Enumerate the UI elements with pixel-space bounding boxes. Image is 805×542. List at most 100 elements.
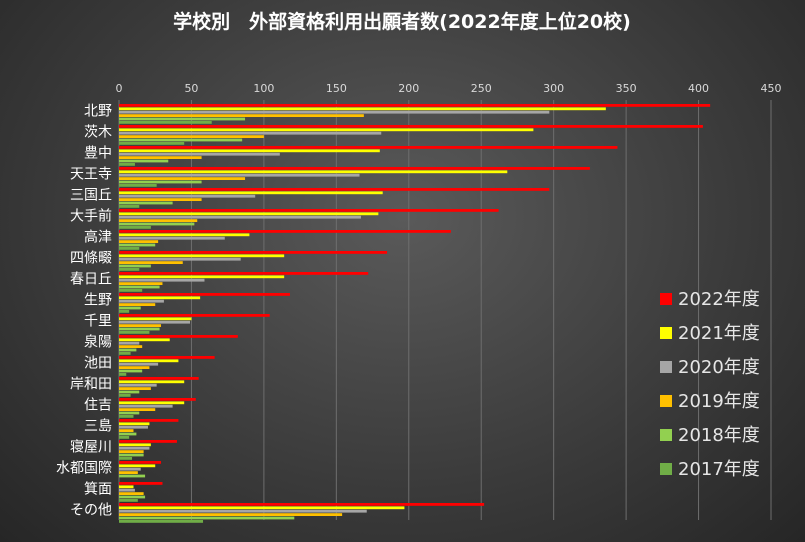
bar-北野-2021年度 — [119, 107, 606, 111]
bar-四條畷-2017年度 — [119, 268, 140, 271]
x-tick-label: 350 — [616, 82, 637, 95]
bar-高津-2022年度 — [119, 230, 451, 233]
bar-箕面-2020年度 — [119, 488, 135, 492]
bar-北野-2017年度 — [119, 121, 212, 124]
bar-四條畷-2022年度 — [119, 251, 388, 254]
bar-天王寺-2019年度 — [119, 177, 246, 180]
bar-春日丘-2017年度 — [119, 289, 143, 292]
bar-春日丘-2022年度 — [119, 272, 369, 275]
category-label: 千里 — [84, 314, 112, 330]
bar-四條畷-2018年度 — [119, 264, 151, 268]
category-label: 泉陽 — [84, 334, 112, 351]
bar-北野-2018年度 — [119, 117, 246, 121]
bar-寝屋川-2017年度 — [119, 457, 133, 460]
bar-高津-2021年度 — [119, 233, 250, 237]
bar-住吉-2017年度 — [119, 415, 134, 418]
bar-岸和田-2019年度 — [119, 387, 151, 390]
bar-池田-2021年度 — [119, 359, 179, 363]
legend-label: 2017年度 — [678, 459, 760, 480]
bar-豊中-2019年度 — [119, 156, 202, 159]
category-label: 春日丘 — [70, 272, 112, 288]
bar-寝屋川-2019年度 — [119, 450, 144, 453]
bar-池田-2018年度 — [119, 369, 143, 373]
category-label: 三国丘 — [70, 188, 112, 204]
bar-北野-2022年度 — [119, 104, 711, 107]
bar-その他-2022年度 — [119, 503, 485, 506]
bar-その他-2019年度 — [119, 513, 343, 516]
bar-大手前-2018年度 — [119, 222, 195, 226]
bar-豊中-2017年度 — [119, 163, 135, 166]
category-label: 北野 — [84, 104, 112, 120]
bar-住吉-2021年度 — [119, 401, 185, 405]
legend-label: 2018年度 — [678, 425, 760, 446]
bar-高津-2020年度 — [119, 236, 225, 240]
bar-豊中-2022年度 — [119, 146, 618, 149]
bar-春日丘-2021年度 — [119, 275, 285, 279]
x-tick-label: 450 — [761, 82, 782, 95]
bar-箕面-2019年度 — [119, 492, 144, 495]
x-tick-label: 50 — [184, 82, 198, 95]
bar-三国丘-2020年度 — [119, 194, 256, 198]
bar-天王寺-2021年度 — [119, 170, 508, 174]
category-label: 高津 — [84, 229, 112, 246]
bar-泉陽-2019年度 — [119, 345, 143, 348]
bar-天王寺-2022年度 — [119, 167, 590, 170]
bar-生野-2017年度 — [119, 310, 130, 313]
bar-岸和田-2017年度 — [119, 394, 131, 397]
bar-泉陽-2017年度 — [119, 352, 131, 355]
bar-大手前-2022年度 — [119, 209, 499, 212]
bar-箕面-2017年度 — [119, 499, 138, 502]
bar-三島-2018年度 — [119, 432, 137, 436]
bar-三国丘-2022年度 — [119, 188, 550, 191]
bar-茨木-2019年度 — [119, 135, 264, 138]
bar-水都国際-2018年度 — [119, 474, 146, 478]
category-label: 岸和田 — [70, 377, 112, 393]
gridlines — [118, 100, 772, 520]
chart-title: 学校別 外部資格利用出願者数(2022年度上位20校) — [173, 10, 631, 33]
bar-千里-2018年度 — [119, 327, 160, 331]
bar-箕面-2022年度 — [119, 482, 163, 485]
legend-swatch — [660, 463, 672, 475]
category-label: その他 — [70, 503, 112, 519]
bar-茨木-2021年度 — [119, 128, 534, 132]
bar-水都国際-2022年度 — [119, 461, 162, 464]
x-axis-ticks: 0 50 100 150 200 250 300 350 400 450 — [116, 82, 782, 95]
legend: 2022年度 2021年度 2020年度 2019年度 2018年度 2017年度 — [660, 289, 760, 480]
bar-箕面-2021年度 — [119, 485, 134, 489]
bar-三国丘-2018年度 — [119, 201, 173, 205]
x-tick-label: 0 — [116, 82, 123, 95]
x-tick-label: 150 — [326, 82, 347, 95]
bar-三島-2017年度 — [119, 436, 130, 439]
bar-茨木-2022年度 — [119, 125, 703, 128]
bar-池田-2019年度 — [119, 366, 150, 369]
bar-住吉-2020年度 — [119, 404, 173, 408]
bar-住吉-2018年度 — [119, 411, 140, 415]
legend-swatch — [660, 395, 672, 407]
bar-水都国際-2020年度 — [119, 467, 141, 471]
legend-label: 2022年度 — [678, 289, 760, 310]
legend-swatch — [660, 361, 672, 373]
bar-豊中-2020年度 — [119, 152, 280, 156]
bar-千里-2019年度 — [119, 324, 162, 327]
bar-岸和田-2021年度 — [119, 380, 185, 384]
bar-大手前-2021年度 — [119, 212, 379, 216]
bar-三島-2022年度 — [119, 419, 179, 422]
bars — [119, 104, 711, 523]
category-label: 天王寺 — [70, 167, 112, 183]
bar-岸和田-2022年度 — [119, 377, 199, 380]
bar-泉陽-2020年度 — [119, 341, 140, 345]
x-tick-label: 400 — [688, 82, 709, 95]
bar-高津-2018年度 — [119, 243, 156, 247]
bar-三島-2020年度 — [119, 425, 148, 429]
bar-天王寺-2017年度 — [119, 184, 157, 187]
bar-三国丘-2019年度 — [119, 198, 202, 201]
bar-四條畷-2019年度 — [119, 261, 183, 264]
category-label: 住吉 — [84, 398, 112, 414]
bar-千里-2022年度 — [119, 314, 270, 317]
legend-label: 2019年度 — [678, 391, 760, 412]
bar-水都国際-2021年度 — [119, 464, 156, 468]
category-label: 水都国際 — [56, 461, 112, 477]
bar-茨木-2018年度 — [119, 138, 243, 142]
